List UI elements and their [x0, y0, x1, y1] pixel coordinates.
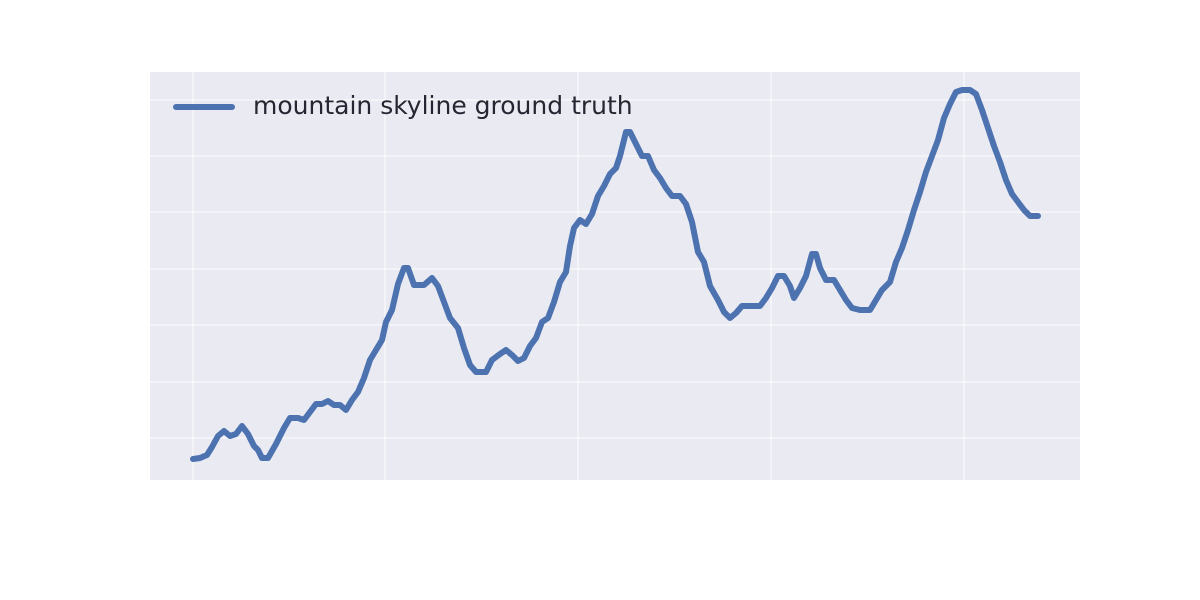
legend-label: mountain skyline ground truth: [253, 91, 633, 120]
plot-area: [150, 72, 1080, 480]
data-line: [190, 87, 1041, 462]
